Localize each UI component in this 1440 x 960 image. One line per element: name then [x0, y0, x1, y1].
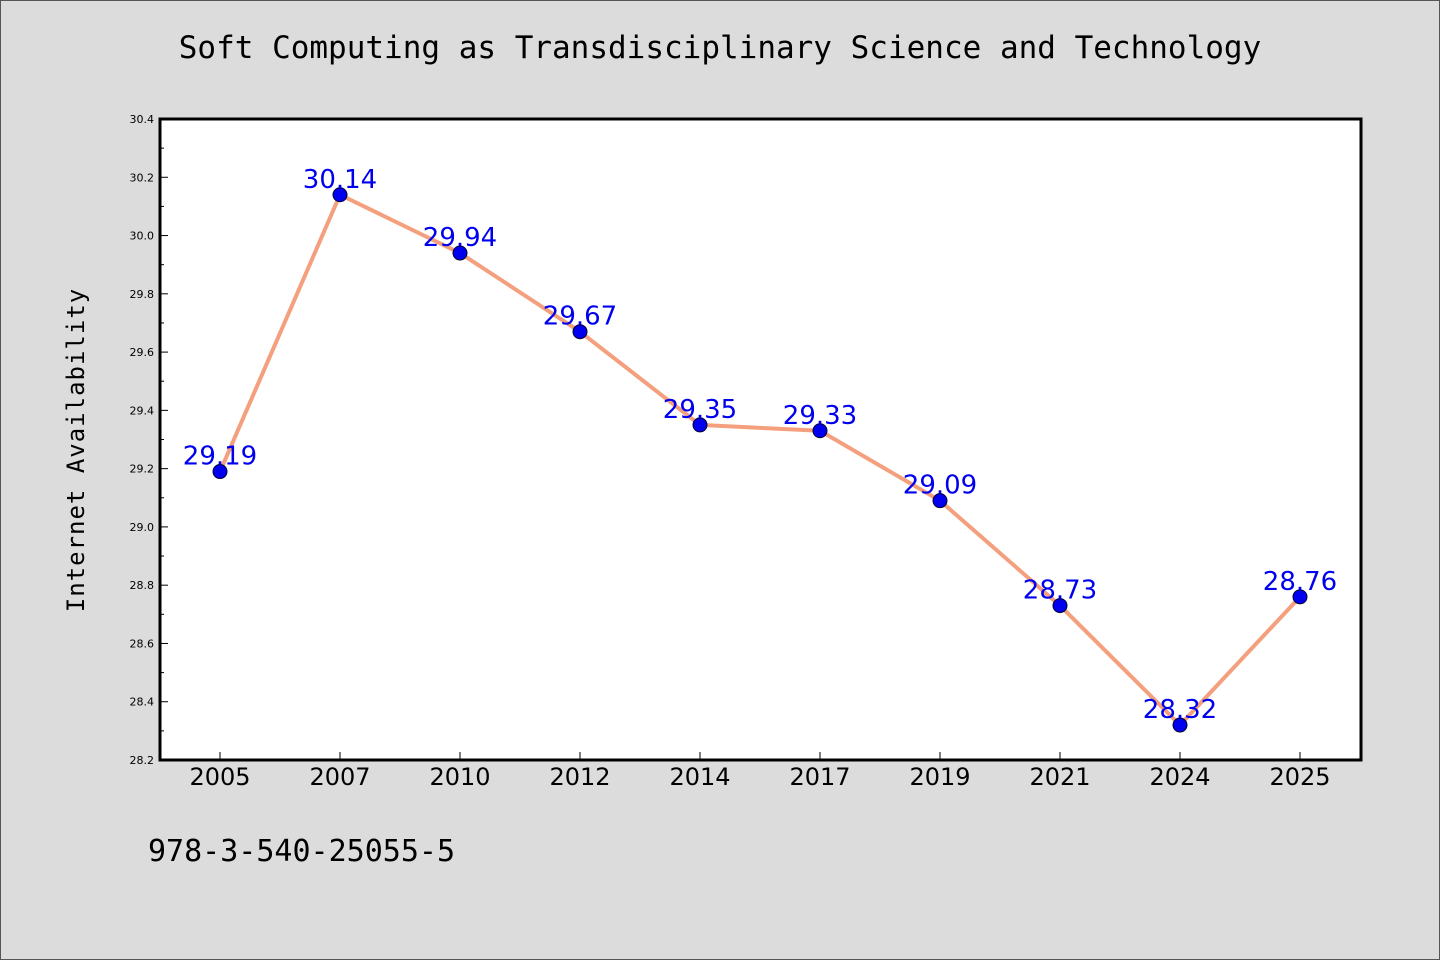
- data-point: [692, 417, 708, 433]
- y-tick-label: 28.6: [130, 637, 155, 650]
- y-tick-label: 29.0: [130, 521, 155, 534]
- data-label: 28.76: [1263, 567, 1337, 597]
- data-label: 29.33: [783, 401, 857, 431]
- data-point: [1172, 717, 1188, 733]
- y-axis: 28.2 28.4 28.6 28.8 29.0 29.2 29.4 29.6 29.8 30.0…: [130, 113, 168, 767]
- markers-layer: [212, 187, 1308, 733]
- data-point: [932, 493, 948, 509]
- y-tick-label: 28.2: [130, 754, 155, 767]
- series-line: [218, 192, 1302, 728]
- data-point: [1052, 598, 1068, 614]
- y-tick-label: 29.4: [130, 404, 155, 417]
- data-point: [332, 187, 348, 203]
- x-tick-label: 2014: [669, 763, 730, 791]
- data-label: 28.73: [1023, 576, 1097, 606]
- data-label: 29.19: [183, 442, 257, 472]
- x-tick-label: 2005: [189, 763, 250, 791]
- data-point: [1292, 589, 1308, 605]
- y-tick-label: 30.4: [130, 113, 155, 126]
- data-label: 29.35: [663, 395, 737, 425]
- x-tick-label: 2024: [1149, 763, 1210, 791]
- x-tick-label: 2021: [1029, 763, 1090, 791]
- data-label: 29.67: [543, 302, 617, 332]
- x-tick-label: 2019: [909, 763, 970, 791]
- isbn-footnote: 978-3-540-25055-5: [148, 834, 456, 869]
- data-point: [572, 324, 588, 340]
- data-point: [452, 245, 468, 261]
- y-tick-label: 29.6: [130, 346, 155, 359]
- series-layer: [218, 192, 1302, 728]
- plot-area: [158, 117, 1363, 762]
- x-axis: 2005 2007 2010 2012 2014 2017 2019 2021 2024 2025: [189, 752, 1331, 791]
- data-label: 29.09: [903, 471, 977, 501]
- y-tick-label: 29.2: [130, 463, 155, 476]
- data-labels-layer: 29.19 30.14 29.94 29.67 29.35 29.33 29.09 28.73…: [183, 165, 1337, 725]
- x-tick-label: 2017: [789, 763, 850, 791]
- data-label: 28.32: [1143, 695, 1217, 725]
- y-tick-label: 28.8: [130, 579, 155, 592]
- y-tick-label: 30.0: [130, 230, 155, 243]
- x-tick-label: 2012: [549, 763, 610, 791]
- chart-title: Soft Computing as Transdisciplinary Scie…: [178, 30, 1262, 66]
- x-tick-label: 2010: [429, 763, 490, 791]
- x-tick-label: 2007: [309, 763, 370, 791]
- data-point: [212, 464, 228, 480]
- y-tick-label: 28.4: [130, 696, 155, 709]
- data-label: 29.94: [423, 223, 497, 253]
- data-point: [812, 423, 828, 439]
- x-tick-label: 2025: [1269, 763, 1330, 791]
- data-label: 30.14: [303, 165, 377, 195]
- y-tick-label: 30.2: [130, 171, 155, 184]
- y-tick-label: 29.8: [130, 288, 155, 301]
